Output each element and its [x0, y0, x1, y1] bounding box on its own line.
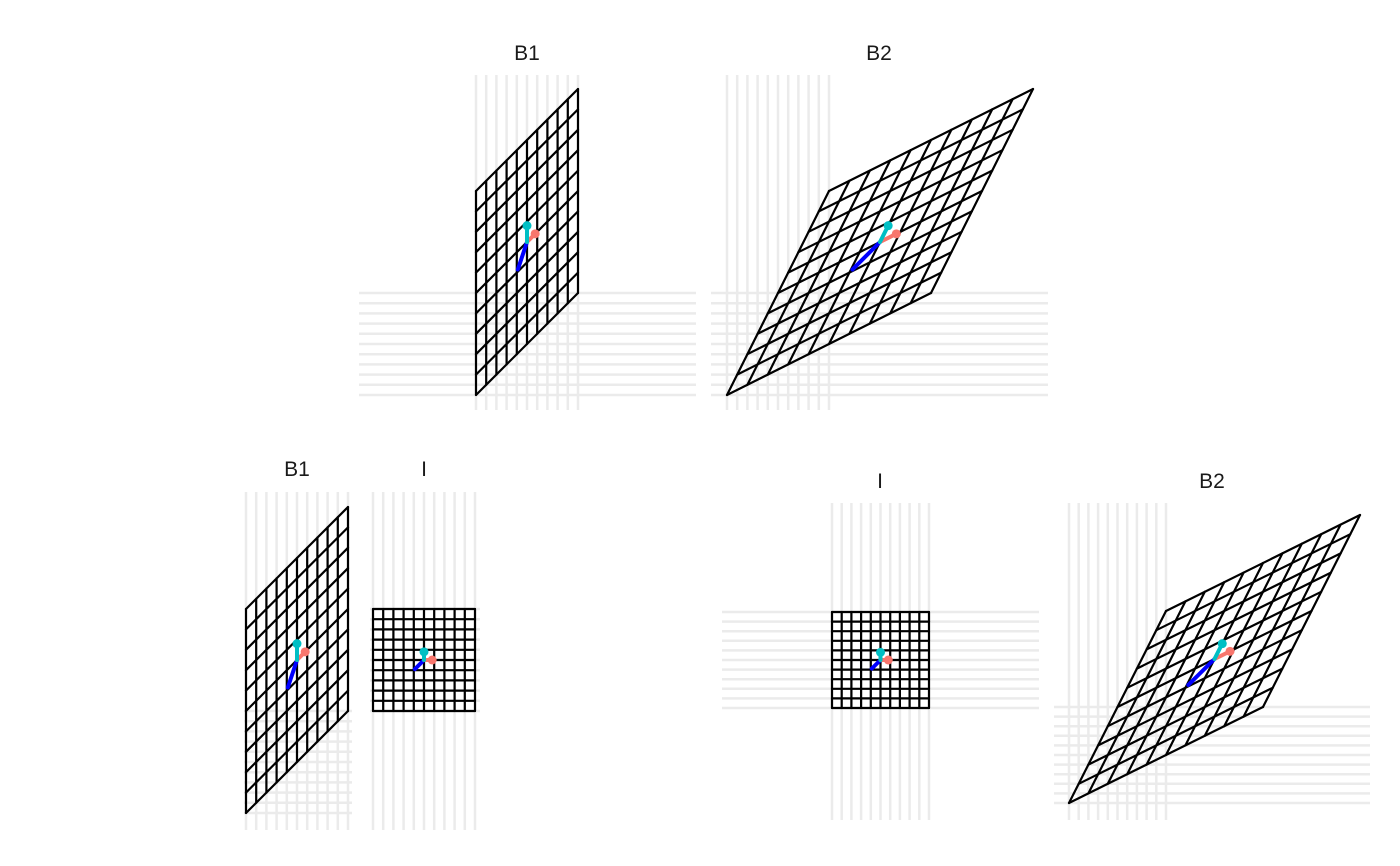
grid-line-s	[868, 118, 973, 325]
grid-line-t	[807, 128, 1014, 233]
panel-bottom-right-i: I	[722, 470, 1039, 820]
grid-line-s	[1203, 542, 1303, 737]
transformed-grid	[474, 87, 580, 397]
grid-line-s	[909, 98, 1014, 305]
grid-line-t	[244, 567, 350, 672]
transformed-grid	[830, 610, 931, 710]
x-basis-tip	[300, 647, 310, 657]
panel-title: B2	[1199, 470, 1225, 493]
basis-vectors	[1186, 639, 1235, 687]
grid-line-t	[1145, 552, 1342, 651]
grid-line-s	[1223, 533, 1323, 728]
y-basis-tip	[876, 647, 885, 657]
basis-vectors	[869, 647, 893, 671]
grid-line-t	[817, 108, 1024, 213]
panel-title: B1	[284, 458, 310, 481]
panel-top-b1: B1	[359, 42, 696, 410]
transformed-grid	[1067, 513, 1362, 805]
grid-line-t	[474, 128, 580, 233]
grid-line-t	[474, 149, 580, 254]
panel-title: I	[421, 458, 427, 481]
panel-title: B1	[514, 42, 540, 65]
background-gridlines	[1054, 503, 1370, 820]
y-basis-tip	[522, 221, 532, 231]
grid-line-t	[1155, 533, 1352, 632]
y-basis-tip	[883, 221, 893, 231]
grid-line-s	[1261, 513, 1362, 709]
x-basis-tip	[530, 229, 540, 239]
panel-bottom-left-b1: B1	[244, 458, 352, 830]
grid-line-t	[1135, 571, 1333, 670]
grid-line-t	[244, 546, 350, 651]
y-basis-tip	[419, 647, 429, 657]
diagonal-vector	[515, 240, 529, 272]
grid-line-t	[1164, 513, 1362, 613]
panel-title: B2	[866, 42, 892, 65]
grid-line-s	[929, 87, 1035, 295]
diagonal-vector	[869, 658, 883, 671]
transformed-grid	[725, 87, 1035, 397]
diagonal-vector	[850, 240, 882, 272]
x-basis-tip	[1225, 646, 1235, 656]
x-basis-tip	[427, 655, 437, 665]
grid-line-t	[244, 526, 350, 631]
basis-vectors	[850, 221, 901, 272]
basis-vectors	[412, 647, 437, 672]
grid-line-s	[1242, 523, 1342, 718]
diagonal-vector	[1186, 657, 1217, 687]
panel-bottom-right-b2: B2	[1054, 470, 1370, 820]
panel-top-b2: B2	[711, 42, 1048, 410]
grid-line-t	[244, 505, 350, 611]
x-basis-tip	[883, 655, 893, 665]
diagonal-vector	[285, 658, 299, 690]
grid-line-s	[848, 128, 953, 335]
grid-line-t	[797, 149, 1004, 254]
panel-title: I	[877, 470, 883, 493]
basis-vectors	[515, 221, 540, 272]
grid-line-s	[889, 108, 994, 315]
y-basis-tip	[1217, 639, 1227, 649]
grid-line-t	[827, 87, 1035, 193]
diagonal-vector	[412, 658, 426, 672]
grid-line-t	[474, 87, 580, 193]
grid-line-t	[787, 169, 994, 274]
x-basis-tip	[891, 229, 901, 239]
panel-bottom-left-i: I	[370, 458, 480, 830]
y-basis-tip	[292, 639, 302, 649]
grid-line-t	[474, 108, 580, 213]
basis-vectors	[285, 639, 310, 690]
transformed-grid	[244, 505, 350, 815]
